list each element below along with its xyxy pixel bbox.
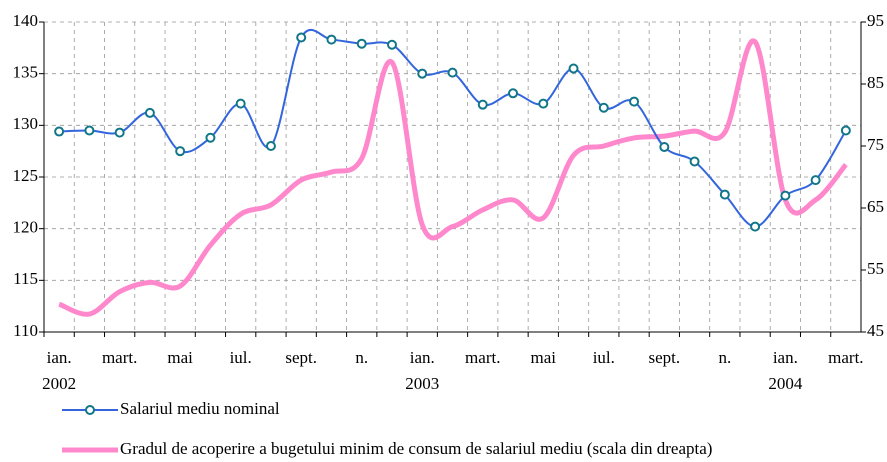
y-tick-label: 110 [13, 321, 38, 340]
x-tick-label: mart. [828, 348, 863, 367]
point [417, 68, 428, 79]
point [144, 107, 155, 118]
point [659, 142, 670, 153]
y2-tick-label: 45 [867, 321, 884, 340]
point [175, 146, 186, 157]
point [810, 175, 821, 186]
y2-tick-label: 75 [867, 135, 884, 154]
x-tick-label: ian. [773, 348, 798, 367]
legend-marker [85, 405, 95, 415]
x-tick-label: iul. [230, 348, 252, 367]
x-tick-label: ian. [410, 348, 435, 367]
x-tick-label: mai [167, 348, 193, 367]
point [538, 98, 549, 109]
year-label: 2004 [768, 374, 803, 393]
legend-label: Gradul de acoperire a bugetului minim de… [120, 439, 712, 458]
y-tick-label: 135 [13, 63, 39, 82]
point [840, 125, 851, 136]
y2-tick-label: 65 [867, 197, 884, 216]
x-tick-label: iul. [593, 348, 615, 367]
point [265, 141, 276, 151]
point [477, 99, 488, 110]
point [629, 96, 640, 107]
point [447, 67, 458, 78]
point [689, 156, 700, 167]
point [205, 132, 216, 143]
x-tick-label: mart. [102, 348, 137, 367]
point [54, 126, 65, 137]
x-tick-label: ian. [47, 348, 72, 367]
x-tick-label: mart. [465, 348, 500, 367]
point [114, 127, 125, 138]
y-tick-label: 125 [13, 166, 39, 185]
x-tick-label: sept. [648, 348, 680, 367]
legend-label: Salariul mediu nominal [120, 399, 280, 418]
series-line [58, 38, 848, 317]
point [719, 189, 730, 200]
point [296, 32, 307, 43]
y-tick-label: 115 [13, 269, 38, 288]
point [508, 88, 519, 99]
y2-tick-label: 85 [867, 73, 884, 92]
point [780, 190, 791, 201]
point [84, 125, 95, 136]
point [356, 38, 367, 49]
point [326, 34, 337, 45]
point [750, 221, 761, 232]
x-tick-label: sept. [285, 348, 317, 367]
point [235, 98, 246, 109]
year-label: 2002 [42, 374, 76, 393]
y-tick-label: 140 [13, 11, 39, 30]
x-tick-label: n. [718, 348, 731, 367]
y-tick-label: 120 [13, 218, 39, 237]
x-tick-label: n. [355, 348, 368, 367]
x-tick-label: mai [531, 348, 557, 367]
point [598, 102, 609, 113]
point [386, 39, 397, 50]
y-tick-label: 130 [13, 114, 39, 133]
year-label: 2003 [405, 374, 439, 393]
y2-tick-label: 55 [867, 259, 884, 278]
point [568, 63, 579, 74]
y2-tick-label: 95 [867, 11, 884, 30]
